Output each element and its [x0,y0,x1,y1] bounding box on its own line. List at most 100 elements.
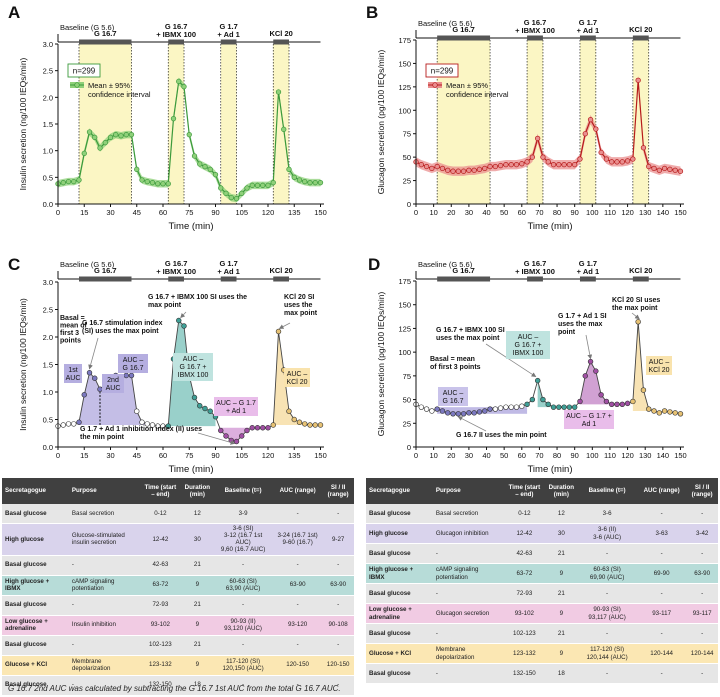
auc-kcl-label: AUC – [287,371,308,378]
table-cell: 90-93 (II) 93,120 (AUC) [213,615,273,636]
protocol-baseline-label: Baseline (G 5.6) [60,23,115,32]
ibmx-si-note: G 16.7 + IBMX 100 SI uses the [148,294,247,301]
protocol-stim-block [273,39,289,45]
data-point [492,163,498,170]
data-point [223,190,229,196]
x-tick-label: 60 [159,208,167,217]
data-point [661,408,668,414]
table-row: Basal glucose -42-63 21- - - [2,555,354,576]
table-cell: 21 [181,595,214,616]
data-point [207,166,213,172]
ad1-si-note: G 1.7 + Ad 1 SI [558,313,607,320]
table-cell: - [686,623,718,644]
basal-note: points [60,338,81,345]
column-header: Time (start – end) [139,478,182,504]
table-cell: - [322,504,354,524]
protocol-stim-block [527,35,543,41]
table-cell: - [637,504,687,524]
table-cell: 3-6 [577,504,637,524]
table-cell: - [322,555,354,576]
data-point [540,154,546,160]
data-point [139,177,145,183]
auc-g167-label: AUC – [443,390,464,397]
table-cell: 9 [545,643,578,664]
data-point [92,134,98,140]
data-point [508,404,514,410]
data-point [503,404,509,410]
table-cell: Glucose + KCl [366,643,433,664]
data-point [317,180,324,186]
protocol-stim-block [632,35,649,41]
data-point [529,396,536,403]
x-axis-label: Time (min) [168,221,213,232]
table-cell: - [637,543,687,564]
data-point [265,182,271,188]
data-point [139,419,145,425]
protocol-ad1-label: G 1.7 [579,259,597,268]
data-point [197,403,203,409]
data-point [149,180,156,186]
data-point [181,84,187,90]
data-point [587,117,594,123]
data-point [577,398,583,405]
data-point [535,135,541,142]
protocol-stim-block [168,39,184,45]
table-cell: - [686,583,718,604]
auc-ibmx-label-box [506,331,550,359]
data-point [144,178,150,185]
y-tick-label: 150 [398,59,411,68]
data-point [81,150,87,156]
kcl-si-note: max point [284,310,318,317]
column-header: Secretagogue [366,478,433,504]
x-tick-label: 75 [185,451,193,460]
basal-note: Basal = mean [430,356,475,363]
data-point [186,132,192,138]
data-point [460,168,467,174]
data-point [228,194,234,201]
data-point [176,78,182,84]
data-point [207,408,213,414]
data-point [123,132,129,138]
y-tick-label: 2.5 [43,67,53,76]
x-tick-label: 20 [447,208,455,217]
data-point [218,185,224,191]
data-point [577,156,583,162]
table-cell: - [432,623,504,644]
table-cell: 3-6 (SI) 3-12 (16.7 1st AUC) 9,60 (16.7 AU… [213,523,273,556]
table-cell: Glucagon secretion [432,603,504,624]
data-point [503,161,509,168]
protocol-ad1-label: G 1.7 [219,259,237,268]
data-point [524,159,530,165]
first-auc-label: AUC [66,375,81,382]
x-tick-label: 90 [211,208,219,217]
data-point [170,116,177,122]
table-cell: - [273,675,323,696]
data-point [450,411,456,417]
y-tick-label: 150 [398,301,411,310]
panel-d: 0 10 20 30 40 50 60 70 80 90 100 110 120 130 140 150 0 25… [368,255,687,475]
data-point [118,133,124,139]
column-header: Duration (min) [181,478,214,504]
x-tick-label: 0 [414,451,418,460]
annotation-arrow [88,337,99,370]
data-point [455,411,462,417]
table-row: High glucose + IBMX cAMP signaling potent… [366,563,718,584]
table-cell: Glucose + KCl [2,655,69,676]
x-tick-label: 140 [657,451,670,460]
auc-ibmx-area [168,320,216,427]
data-point [60,422,66,428]
data-point [76,177,82,183]
protocol-baseline-label: Baseline (G 5.6) [418,19,473,28]
table-cell: 3-9 [213,504,273,524]
table-cell: - [577,583,637,604]
data-point [202,164,208,170]
data-point [550,404,557,410]
protocol-stim-block [273,276,289,282]
data-point [651,165,657,172]
data-point [296,419,303,425]
x-tick-label: 150 [674,451,687,460]
protocol-ad1-label: + Ad 1 [217,267,239,276]
annotation-arrow [278,322,291,329]
y-tick-label: 175 [398,36,411,45]
n-label-box [67,63,101,78]
